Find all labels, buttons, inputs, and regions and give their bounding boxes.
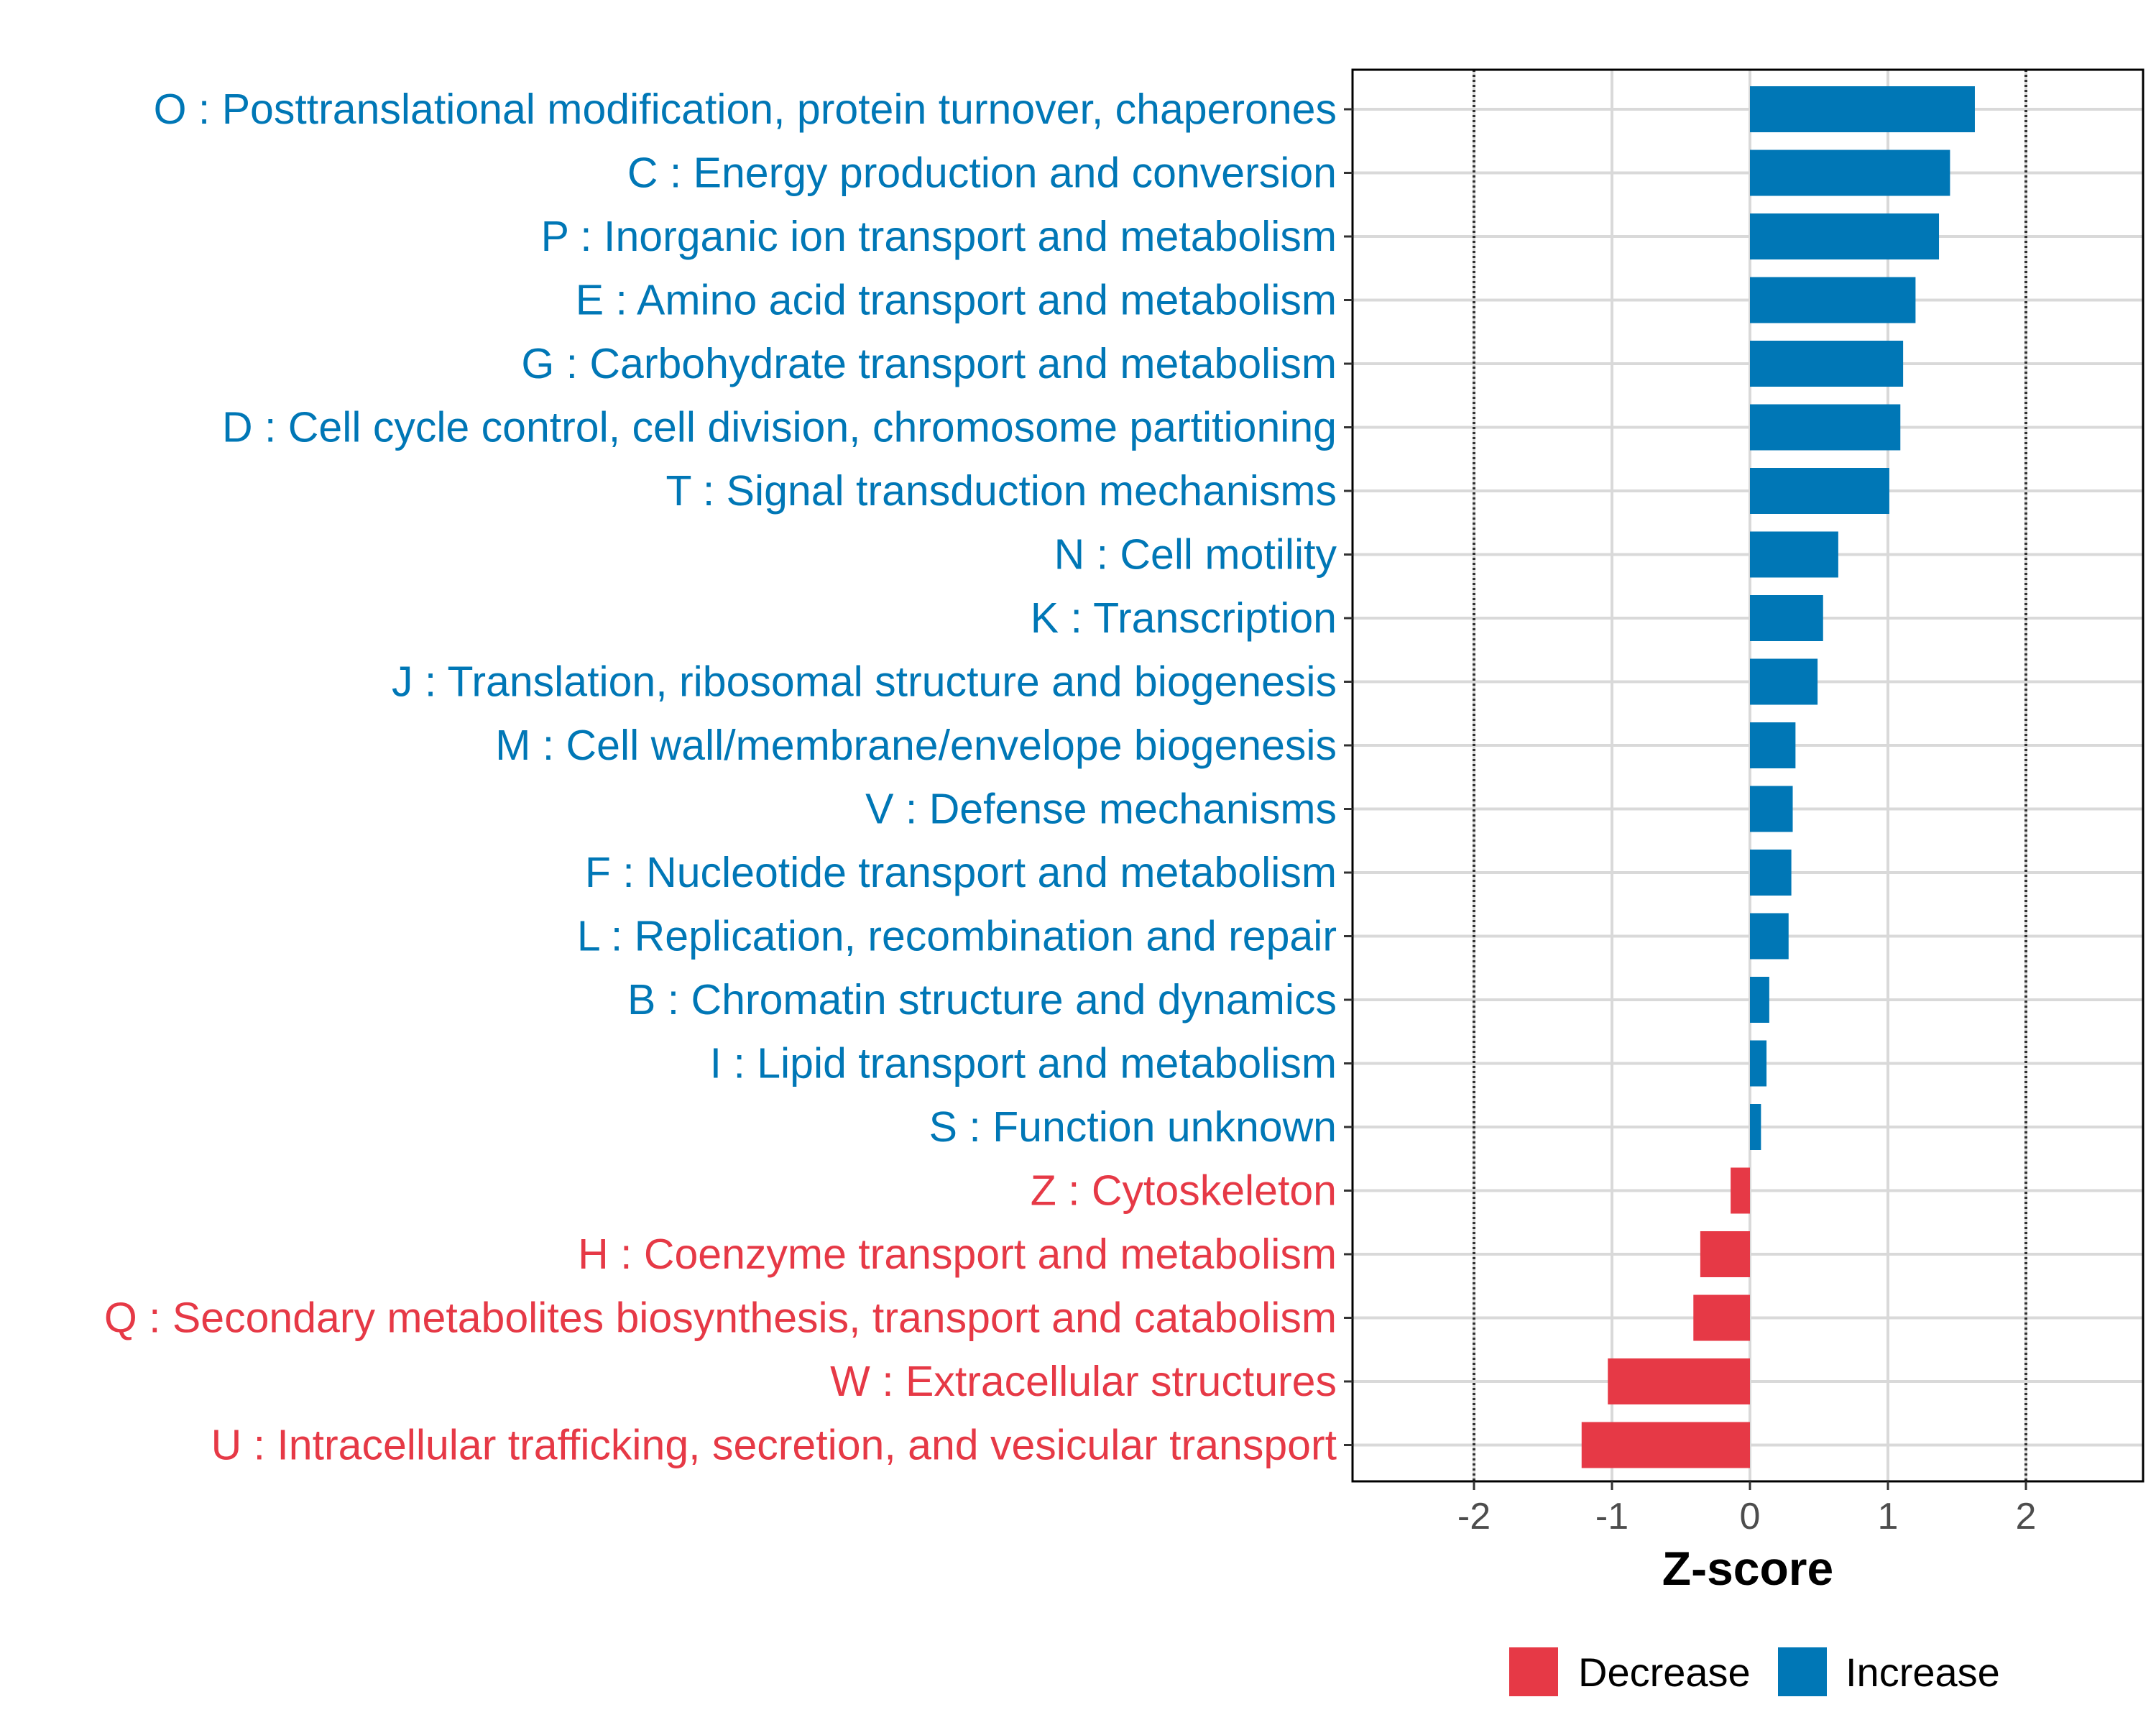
y-axis-ticks (1344, 108, 1353, 1446)
bar (1750, 786, 1793, 832)
category-label: J : Translation, ribosomal structure and… (392, 658, 1337, 706)
x-tick-label: -1 (1595, 1496, 1628, 1537)
legend-key-decrease (1509, 1647, 1558, 1696)
category-label: Z : Cytoskeleton (1031, 1167, 1337, 1215)
bar (1608, 1358, 1750, 1404)
bar (1750, 213, 1940, 259)
y-axis-labels: O : Posttranslational modification, prot… (104, 86, 1337, 1469)
x-tick-label: 0 (1740, 1496, 1761, 1537)
plot-panel-border (1351, 68, 2145, 1483)
bar (1693, 1294, 1750, 1341)
category-label: H : Coenzyme transport and metabolism (578, 1230, 1337, 1278)
category-label: W : Extracellular structures (830, 1358, 1337, 1405)
legend-label-increase: Increase (1846, 1650, 2000, 1695)
x-axis-tick-labels: -2 -1 0 1 2 (1457, 1496, 2037, 1537)
category-label: N : Cell motility (1054, 531, 1337, 579)
category-label: F : Nucleotide transport and metabolism (585, 849, 1337, 896)
legend-key-increase (1778, 1647, 1827, 1696)
bar (1750, 468, 1889, 514)
category-label: C : Energy production and conversion (627, 150, 1337, 197)
category-label: S : Function unknown (929, 1103, 1337, 1151)
legend-label-decrease: Decrease (1578, 1650, 1751, 1695)
category-label: V : Defense mechanisms (865, 786, 1337, 833)
bar (1750, 277, 1916, 323)
bar (1750, 850, 1792, 896)
reference-lines (1473, 70, 2027, 1481)
bar (1700, 1231, 1750, 1277)
bar (1750, 86, 1975, 132)
x-tick-label: 1 (1878, 1496, 1899, 1537)
category-label: G : Carbohydrate transport and metabolis… (521, 340, 1337, 387)
category-label: D : Cell cycle control, cell division, c… (222, 404, 1337, 451)
bar (1731, 1167, 1750, 1214)
bar (1750, 913, 1789, 960)
bar (1750, 595, 1823, 641)
category-label: L : Replication, recombination and repai… (577, 913, 1337, 960)
category-label: I : Lipid transport and metabolism (710, 1040, 1337, 1087)
legend: Decrease Increase (1509, 1647, 2000, 1696)
category-label: B : Chromatin structure and dynamics (627, 976, 1337, 1024)
x-tick-label: -2 (1457, 1496, 1491, 1537)
category-label: O : Posttranslational modification, prot… (154, 86, 1337, 133)
bar (1750, 531, 1838, 578)
category-label: Q : Secondary metabolites biosynthesis, … (104, 1294, 1337, 1342)
bars (1581, 86, 1975, 1468)
x-tick-label: 2 (2016, 1496, 2037, 1537)
bar (1581, 1422, 1750, 1468)
category-label: U : Intracellular trafficking, secretion… (211, 1422, 1337, 1469)
bar (1750, 1104, 1761, 1150)
bar (1750, 341, 1904, 387)
category-label: T : Signal transduction mechanisms (665, 467, 1337, 515)
bar (1750, 150, 1950, 196)
bar (1750, 658, 1818, 705)
bar (1750, 977, 1769, 1023)
category-label: K : Transcription (1031, 594, 1337, 642)
bar (1750, 404, 1901, 451)
bar (1750, 1040, 1767, 1087)
x-axis-title: Z-score (1662, 1542, 1833, 1595)
category-label: P : Inorganic ion transport and metaboli… (541, 213, 1337, 260)
x-axis-ticks (1473, 1481, 2027, 1490)
bar (1750, 722, 1796, 768)
category-label: M : Cell wall/membrane/envelope biogenes… (495, 722, 1337, 769)
category-label: E : Amino acid transport and metabolism (576, 277, 1337, 324)
